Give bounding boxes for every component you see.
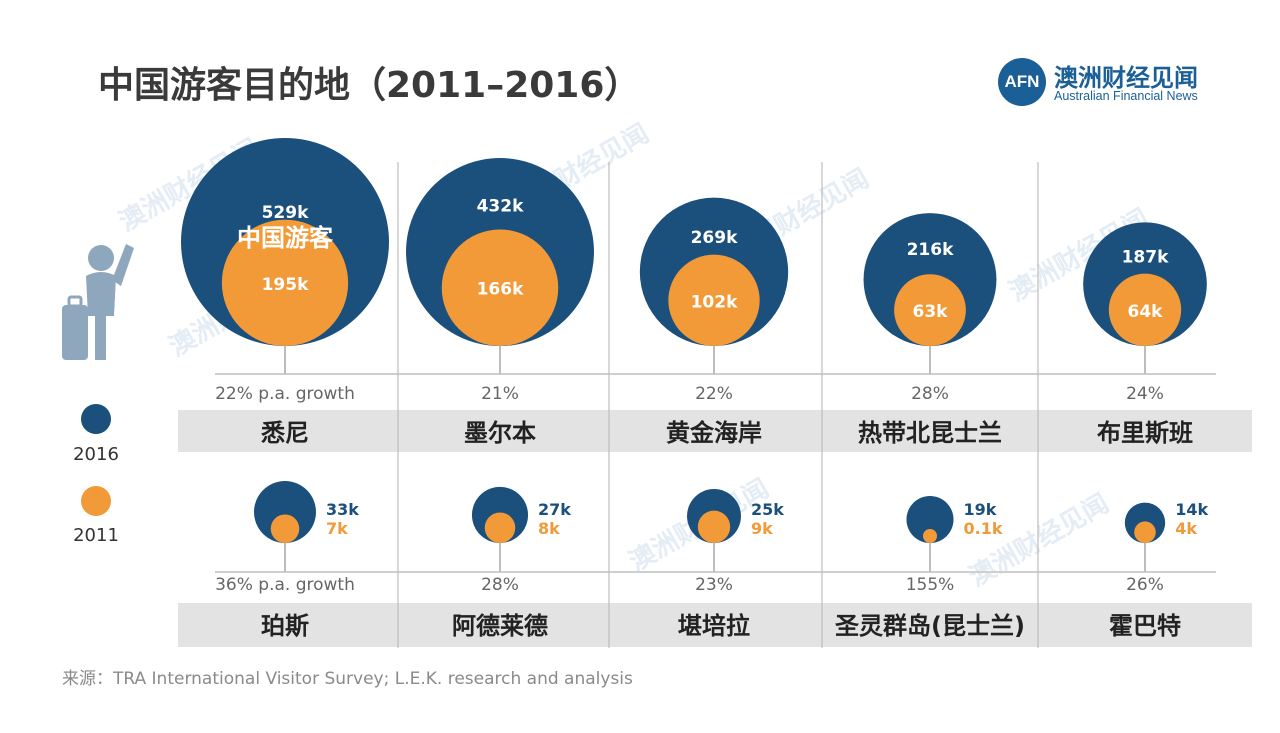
growth-rate-label: 24% <box>1126 384 1164 404</box>
bubble-2016 <box>254 481 316 543</box>
value-2016-label: 14k <box>1175 500 1208 519</box>
legend-2016-label: 2016 <box>73 444 119 465</box>
bubble-2011 <box>484 512 516 543</box>
bubble-2011 <box>668 254 760 346</box>
value-2011-label: 166k <box>477 280 524 300</box>
value-2016-label: 269k <box>691 228 738 248</box>
destination-name: 热带北昆士兰 <box>858 419 1002 447</box>
destination-band <box>178 603 1252 647</box>
destination-name: 阿德莱德 <box>452 612 548 640</box>
destination-name: 圣灵群岛(昆士兰) <box>835 612 1025 640</box>
bubble-2011 <box>923 529 937 543</box>
bubble-2011 <box>697 510 731 543</box>
value-2016-label: 33k <box>326 500 359 519</box>
value-2011-label: 0.1k <box>964 519 1003 538</box>
growth-rate-label: 22% <box>695 384 733 404</box>
value-2016-label: 187k <box>1122 247 1169 267</box>
growth-rate-label: 21% <box>481 384 519 404</box>
value-2016-label: 216k <box>907 240 954 260</box>
value-2011-label: 102k <box>691 292 738 312</box>
bubble-2011 <box>270 514 300 544</box>
legend-2016-marker <box>81 404 111 434</box>
value-2016-label: 529k <box>262 203 309 223</box>
destination-name: 悉尼 <box>261 419 309 447</box>
destination-name: 霍巴特 <box>1109 612 1181 640</box>
afn-logo: AFN 澳洲财经见闻 Australian Financial News <box>998 58 1228 108</box>
chinese-visitors-label: 中国游客 <box>237 224 334 252</box>
source-note: 来源：TRA International Visitor Survey; L.E… <box>62 669 633 689</box>
traveler-icon <box>62 244 134 360</box>
value-2011-label: 63k <box>913 302 949 322</box>
destination-name: 黄金海岸 <box>666 419 762 447</box>
value-2016-label: 27k <box>538 500 571 519</box>
destination-name: 珀斯 <box>261 612 309 640</box>
value-2011-label: 7k <box>326 519 348 538</box>
growth-rate-label: 26% <box>1126 575 1164 595</box>
value-2011-label: 195k <box>262 275 309 295</box>
value-2016-label: 432k <box>477 197 524 217</box>
destination-band <box>178 410 1252 452</box>
logo-name-en: Australian Financial News <box>1054 89 1198 103</box>
bubble-2011 <box>441 229 559 346</box>
bubble-2011 <box>894 274 966 346</box>
growth-rate-label: 22% p.a. growth <box>215 384 355 404</box>
afn-logo-icon: AFN <box>998 58 1046 106</box>
value-2011-label: 4k <box>1175 519 1197 538</box>
legend-2011-label: 2011 <box>73 525 119 546</box>
growth-rate-label: 28% <box>911 384 949 404</box>
bubble-2011 <box>1108 273 1182 346</box>
value-2011-label: 64k <box>1128 302 1164 322</box>
destination-name: 墨尔本 <box>464 419 536 447</box>
value-2011-label: 9k <box>751 519 773 538</box>
growth-rate-label: 36% p.a. growth <box>215 575 355 595</box>
destination-name: 布里斯班 <box>1097 419 1193 447</box>
value-2011-label: 8k <box>538 519 560 538</box>
growth-rate-label: 155% <box>906 575 955 595</box>
bubble-2011 <box>221 219 349 346</box>
chart-title: 中国游客目的地（2011–2016） <box>98 65 641 106</box>
bubble-2016 <box>906 495 954 543</box>
logo-name-cn: 澳洲财经见闻 <box>1054 64 1198 92</box>
bubble-2011 <box>1134 521 1156 544</box>
value-2016-label: 25k <box>751 500 784 519</box>
legend-2011-marker <box>81 486 111 516</box>
destination-name: 堪培拉 <box>678 612 750 640</box>
value-2016-label: 19k <box>964 500 997 519</box>
growth-rate-label: 28% <box>481 575 519 595</box>
growth-rate-label: 23% <box>695 575 733 595</box>
